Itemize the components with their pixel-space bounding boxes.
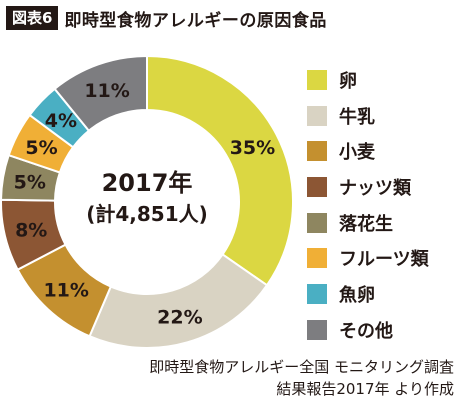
donut-chart: 35% 22% 11% 8% 5% 5% 4% 11% 2017年 (計4,851人) <box>0 54 294 349</box>
slice-label-5: 5% <box>14 172 46 194</box>
legend-item-4: ナッツ類 <box>307 169 429 205</box>
legend-swatch <box>307 248 327 269</box>
legend-item-7: 魚卵 <box>307 276 429 312</box>
slice-label-7: 4% <box>45 110 77 132</box>
legend-item-8: その他 <box>307 312 429 348</box>
slice-label-3: 11% <box>43 279 88 301</box>
legend-label: 小麦 <box>339 142 375 164</box>
legend-swatch <box>307 319 327 340</box>
slice-label-4: 8% <box>15 220 47 242</box>
legend-label: その他 <box>339 320 393 342</box>
center-total-label: (計4,851人) <box>86 202 208 226</box>
source-line-1: 即時型食物アレルギー全国 モニタリング調査 <box>149 358 454 376</box>
chart-header: 図表6 即時型食物アレルギーの原因食品 <box>6 4 327 32</box>
figure-number: 図表6 <box>6 6 59 30</box>
legend-item-3: 小麦 <box>307 133 429 169</box>
legend-label: 落花生 <box>339 213 393 235</box>
slice-label-6: 5% <box>25 137 57 159</box>
legend-item-1: 卵 <box>307 62 429 98</box>
slice-8 <box>53 54 148 133</box>
legend-item-5: 落花生 <box>307 205 429 241</box>
legend-swatch <box>307 141 327 162</box>
source-note: 即時型食物アレルギー全国 モニタリング調査 結果報告2017年 より作成 <box>149 356 454 400</box>
slice-1 <box>146 54 294 287</box>
legend-label: フルーツ類 <box>339 249 429 271</box>
legend-swatch <box>307 176 327 197</box>
legend-label: 牛乳 <box>339 106 375 128</box>
legend-swatch <box>307 283 327 304</box>
legend-item-6: フルーツ類 <box>307 240 429 276</box>
slice-label-2: 22% <box>157 306 202 328</box>
slice-label-8: 11% <box>84 80 129 102</box>
legend-label: 卵 <box>339 70 357 92</box>
legend-swatch <box>307 69 327 90</box>
legend-label: 魚卵 <box>339 284 375 306</box>
legend-item-2: 牛乳 <box>307 98 429 134</box>
legend-swatch <box>307 212 327 233</box>
source-line-2: 結果報告2017年 より作成 <box>276 380 454 398</box>
slice-2 <box>88 253 269 349</box>
legend-label: ナッツ類 <box>339 177 411 199</box>
slice-label-1: 35% <box>230 137 275 159</box>
chart-legend: 卵牛乳小麦ナッツ類落花生フルーツ類魚卵その他 <box>307 62 429 348</box>
legend-swatch <box>307 105 327 126</box>
chart-title: 即時型食物アレルギーの原因食品 <box>64 10 327 31</box>
center-year-label: 2017年 <box>102 169 193 197</box>
